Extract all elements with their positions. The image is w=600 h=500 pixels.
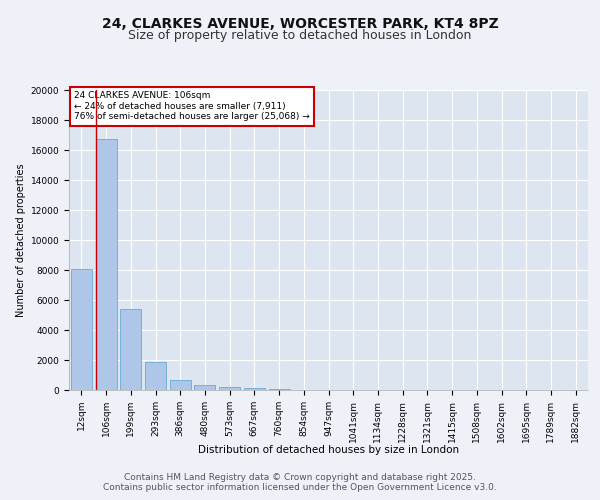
Bar bbox=[145, 362, 166, 390]
X-axis label: Distribution of detached houses by size in London: Distribution of detached houses by size … bbox=[198, 444, 459, 454]
Bar bbox=[170, 380, 191, 390]
Bar bbox=[120, 309, 141, 390]
Text: Size of property relative to detached houses in London: Size of property relative to detached ho… bbox=[128, 29, 472, 42]
Bar bbox=[194, 385, 215, 390]
Y-axis label: Number of detached properties: Number of detached properties bbox=[16, 163, 26, 317]
Text: Contains HM Land Registry data © Crown copyright and database right 2025.: Contains HM Land Registry data © Crown c… bbox=[124, 472, 476, 482]
Text: 24 CLARKES AVENUE: 106sqm
← 24% of detached houses are smaller (7,911)
76% of se: 24 CLARKES AVENUE: 106sqm ← 24% of detac… bbox=[74, 92, 310, 122]
Bar bbox=[219, 387, 240, 390]
Text: 24, CLARKES AVENUE, WORCESTER PARK, KT4 8PZ: 24, CLARKES AVENUE, WORCESTER PARK, KT4 … bbox=[101, 18, 499, 32]
Bar bbox=[244, 388, 265, 390]
Bar bbox=[269, 388, 290, 390]
Bar bbox=[95, 140, 116, 390]
Bar bbox=[71, 268, 92, 390]
Text: Contains public sector information licensed under the Open Government Licence v3: Contains public sector information licen… bbox=[103, 484, 497, 492]
